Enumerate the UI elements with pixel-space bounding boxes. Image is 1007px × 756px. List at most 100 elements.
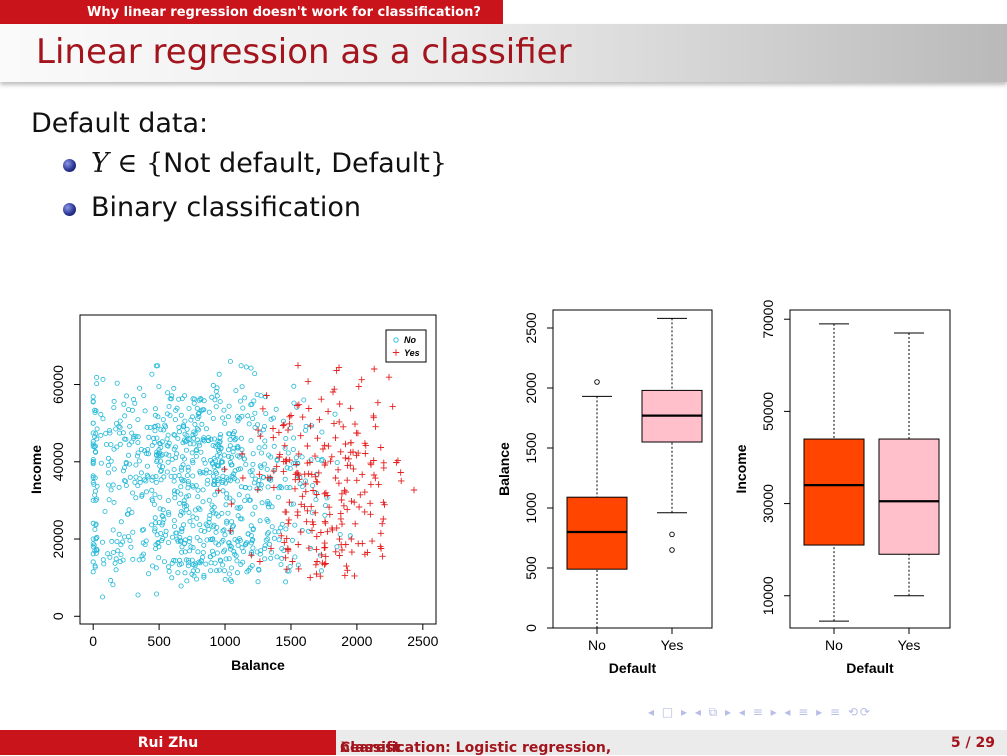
scatter-point-yes bbox=[347, 405, 354, 412]
scatter-point-no bbox=[228, 454, 234, 460]
scatter-point-no bbox=[160, 417, 166, 423]
scatter-point-yes bbox=[342, 454, 349, 462]
scatter-point-yes bbox=[364, 549, 371, 556]
scatter-point-yes bbox=[248, 552, 255, 559]
beamer-navigation-icons[interactable]: ◂ □ ▸ ◂ ⧉ ▸ ◂ ≡ ▸ ◂ ≡ ▸ ≡ ⟲⟳ bbox=[648, 705, 872, 719]
scatter-point-yes bbox=[342, 440, 349, 448]
scatter-point-no bbox=[169, 393, 175, 399]
scatter-point-no bbox=[128, 544, 134, 550]
scatter-point-no bbox=[93, 536, 99, 542]
scatter-point-yes bbox=[342, 541, 349, 548]
y-tick-label: 1000 bbox=[523, 492, 539, 523]
scatter-point-no bbox=[290, 446, 296, 452]
scatter-point-no bbox=[237, 398, 243, 404]
scatter-point-no bbox=[227, 495, 233, 501]
y-axis-label: Income bbox=[28, 445, 44, 494]
scatter-point-no bbox=[117, 559, 123, 565]
scatter-point-no bbox=[221, 549, 227, 555]
scatter-point-no bbox=[209, 394, 215, 400]
scatter-point-yes bbox=[361, 488, 368, 496]
scatter-point-yes bbox=[371, 365, 378, 373]
scatter-point-no bbox=[285, 450, 291, 456]
scatter-point-no bbox=[227, 546, 233, 552]
scatter-point-yes bbox=[295, 401, 303, 408]
scatter-point-no bbox=[234, 570, 240, 576]
scatter-point-no bbox=[239, 384, 245, 390]
scatter-point-no bbox=[92, 563, 98, 569]
scatter-point-yes bbox=[345, 455, 352, 462]
scatter-point-no bbox=[108, 458, 114, 464]
scatter-point-no bbox=[214, 393, 220, 399]
scatter-point-no bbox=[127, 538, 133, 544]
scatter-point-no bbox=[153, 565, 159, 571]
scatter-point-yes bbox=[355, 540, 362, 547]
scatter-point-no bbox=[241, 456, 247, 462]
scatter-point-no bbox=[265, 504, 271, 510]
scatter-point-no bbox=[133, 495, 139, 501]
scatter-point-yes bbox=[227, 527, 234, 534]
scatter-point-yes bbox=[398, 477, 405, 485]
scatter-point-yes bbox=[344, 462, 351, 469]
scatter-point-no bbox=[212, 560, 218, 566]
scatter-point-no bbox=[182, 393, 188, 399]
footer-title-box: Classification: Logistic regression, k n… bbox=[336, 730, 672, 756]
scatter-point-yes bbox=[283, 456, 290, 463]
scatter-point-yes bbox=[379, 553, 386, 560]
scatter-point-no bbox=[279, 546, 285, 552]
scatter-point-no bbox=[181, 498, 187, 504]
scatter-point-no bbox=[171, 432, 177, 438]
scatter-point-yes bbox=[299, 413, 306, 421]
scatter-point-no bbox=[164, 411, 170, 417]
scatter-point-yes bbox=[215, 487, 222, 494]
scatter-point-no bbox=[90, 497, 96, 503]
scatter-point-yes bbox=[270, 484, 278, 491]
scatter-point-no bbox=[111, 499, 117, 505]
scatter-point-no bbox=[224, 491, 230, 497]
scatter-point-no bbox=[252, 371, 258, 377]
scatter-point-no bbox=[165, 443, 171, 449]
scatter-point-yes bbox=[375, 481, 382, 488]
scatter-point-no bbox=[109, 538, 115, 544]
scatter-point-no bbox=[180, 440, 186, 446]
scatter-point-no bbox=[194, 426, 200, 432]
scatter-point-no bbox=[193, 576, 199, 582]
scatter-point-yes bbox=[289, 558, 296, 565]
scatter-point-no bbox=[265, 530, 271, 536]
scatter-point-yes bbox=[368, 537, 376, 545]
scatter-point-no bbox=[217, 454, 223, 460]
x-tick-label: 2500 bbox=[407, 633, 438, 649]
scatter-point-yes bbox=[312, 561, 320, 568]
scatter-point-yes bbox=[305, 405, 312, 412]
scatter-point-no bbox=[166, 404, 172, 410]
scatter-point-no bbox=[235, 513, 241, 519]
scatter-point-no bbox=[90, 438, 96, 444]
scatter-point-no bbox=[231, 548, 237, 554]
section-tab[interactable]: Why linear regression doesn't work for c… bbox=[0, 0, 503, 24]
scatter-point-no bbox=[227, 478, 233, 484]
scatter-point-no bbox=[258, 482, 264, 488]
scatter-point-no bbox=[125, 533, 131, 539]
scatter-point-no bbox=[251, 480, 257, 486]
scatter-point-no bbox=[151, 501, 157, 507]
scatter-point-no bbox=[250, 527, 256, 533]
scatter-point-no bbox=[322, 503, 328, 509]
scatter-point-no bbox=[249, 401, 255, 407]
boxplot-yes-group bbox=[641, 317, 703, 553]
bullet-text-binary: Binary classification bbox=[91, 192, 361, 223]
scatter-point-no bbox=[161, 474, 167, 480]
scatter-point-no bbox=[291, 435, 297, 441]
scatter-point-yes bbox=[334, 466, 342, 473]
scatter-point-no bbox=[179, 467, 185, 473]
scatter-point-no bbox=[160, 513, 166, 519]
scatter-point-no bbox=[118, 542, 124, 548]
scatter-point-no bbox=[187, 548, 193, 554]
scatter-point-no bbox=[167, 413, 173, 419]
scatter-point-no bbox=[246, 497, 252, 503]
scatter-point-no bbox=[122, 465, 128, 471]
scatter-point-yes bbox=[259, 405, 267, 412]
scatter-point-yes bbox=[264, 474, 271, 481]
scatter-point-yes bbox=[322, 459, 329, 467]
scatter-point-no bbox=[92, 526, 98, 532]
y-tick-label: 2500 bbox=[523, 312, 539, 343]
scatter-point-no bbox=[283, 579, 289, 585]
